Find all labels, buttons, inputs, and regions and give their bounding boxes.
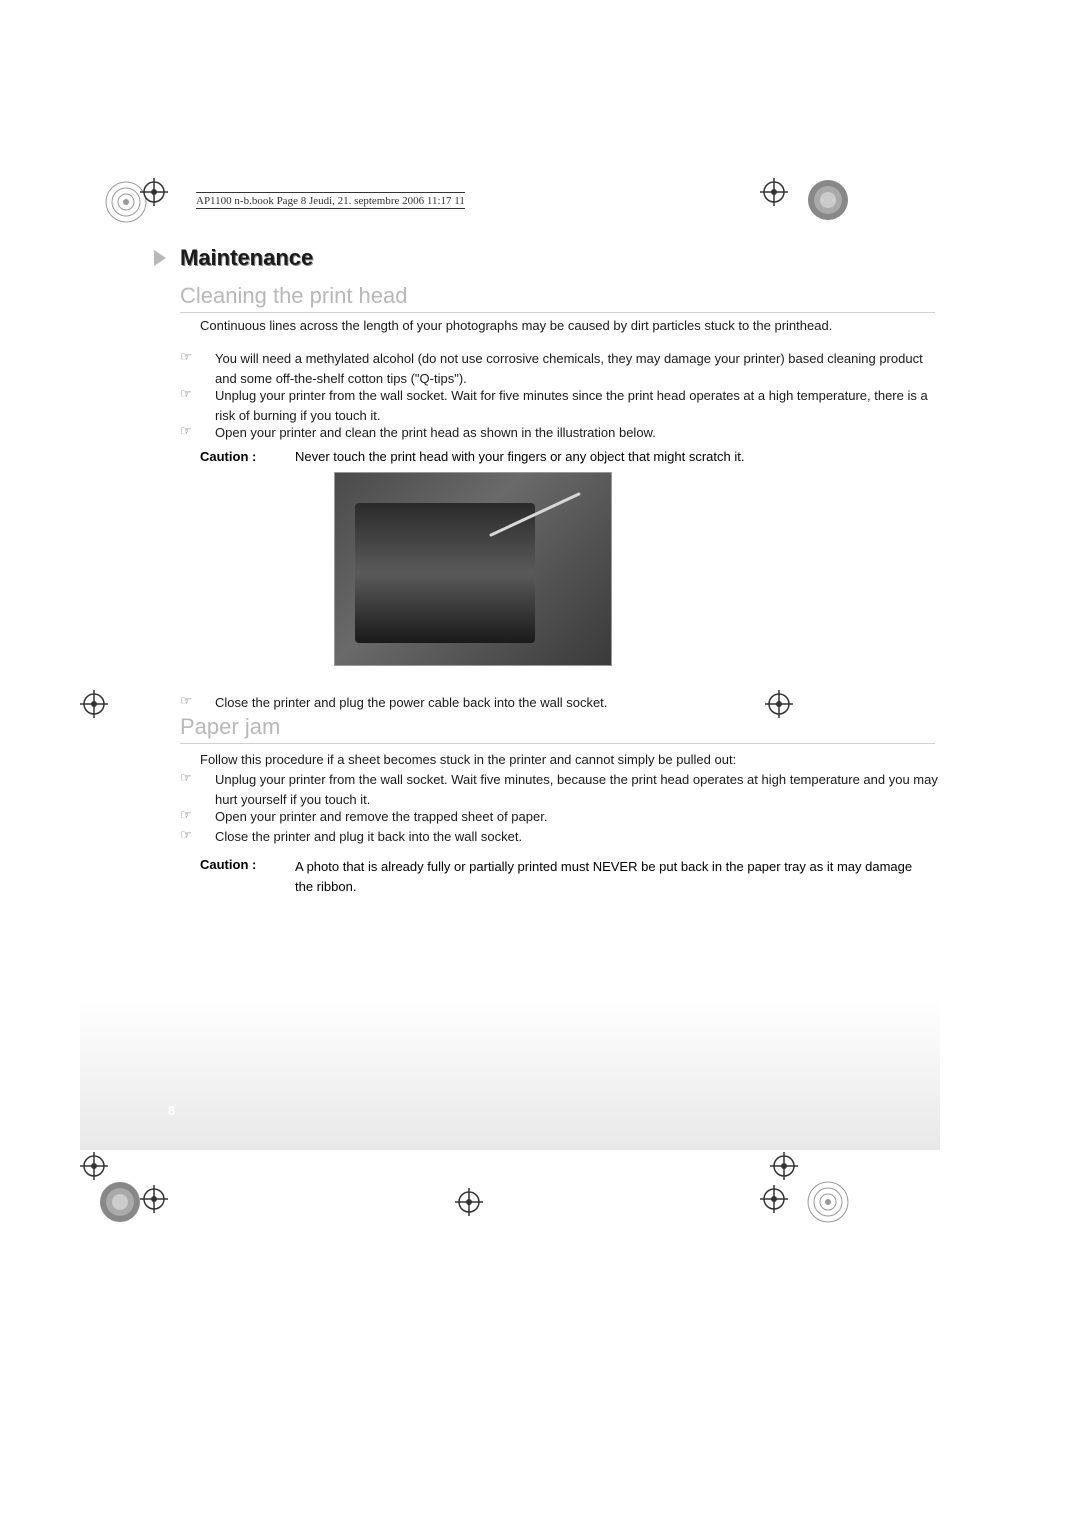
bullet-text: Close the printer and plug the power cab…: [215, 693, 935, 713]
bullet-icon: ☞: [180, 693, 192, 709]
bullet-icon: ☞: [180, 386, 192, 402]
bullet-icon: ☞: [180, 807, 192, 823]
section-title: Maintenance: [180, 245, 313, 271]
bullet-text: Open your printer and clean the print he…: [215, 423, 935, 443]
crop-mark-icon: [770, 1152, 798, 1180]
crop-mark-icon: [80, 690, 108, 718]
bullet-text: You will need a methylated alcohol (do n…: [215, 349, 940, 388]
subsection-title-paperjam: Paper jam: [180, 714, 935, 744]
caution-label: Caution :: [200, 449, 256, 464]
footer-gradient: [80, 1000, 940, 1150]
caution-label-text: Caution :: [200, 449, 256, 464]
registration-mark-icon: [806, 1180, 850, 1224]
bullet-icon: ☞: [180, 827, 192, 843]
bullet-icon: ☞: [180, 423, 192, 439]
page-header-meta: AP1100 n-b.book Page 8 Jeudi, 21. septem…: [196, 192, 465, 209]
registration-mark-icon: [98, 1180, 142, 1224]
caution-text: Never touch the print head with your fin…: [295, 449, 935, 464]
section-bullet-icon: [154, 250, 166, 266]
printhead-illustration: [334, 472, 612, 666]
bullet-icon: ☞: [180, 770, 192, 786]
bullet-text: Close the printer and plug it back into …: [215, 827, 935, 847]
crop-mark-icon: [140, 178, 168, 206]
bullet-icon: ☞: [180, 349, 192, 365]
subsection-title-cleaning: Cleaning the print head: [180, 283, 935, 313]
registration-mark-icon: [806, 178, 850, 222]
caution-label-text: Caution :: [200, 857, 256, 872]
bullet-text: Unplug your printer from the wall socket…: [215, 770, 940, 809]
intro-paragraph: Continuous lines across the length of yo…: [200, 316, 930, 336]
bullet-text: Open your printer and remove the trapped…: [215, 807, 935, 827]
crop-mark-icon: [760, 178, 788, 206]
intro-paragraph: Follow this procedure if a sheet becomes…: [200, 750, 930, 770]
header-text: AP1100 n-b.book Page 8 Jeudi, 21. septem…: [196, 195, 465, 209]
caution-text: A photo that is already fully or partial…: [295, 857, 933, 896]
page-number: 8: [168, 1103, 175, 1118]
bullet-text: Unplug your printer from the wall socket…: [215, 386, 940, 425]
caution-label: Caution :: [200, 857, 256, 872]
crop-mark-icon: [80, 1152, 108, 1180]
crop-mark-icon: [455, 1188, 483, 1216]
crop-mark-icon: [760, 1185, 788, 1213]
crop-mark-icon: [140, 1185, 168, 1213]
